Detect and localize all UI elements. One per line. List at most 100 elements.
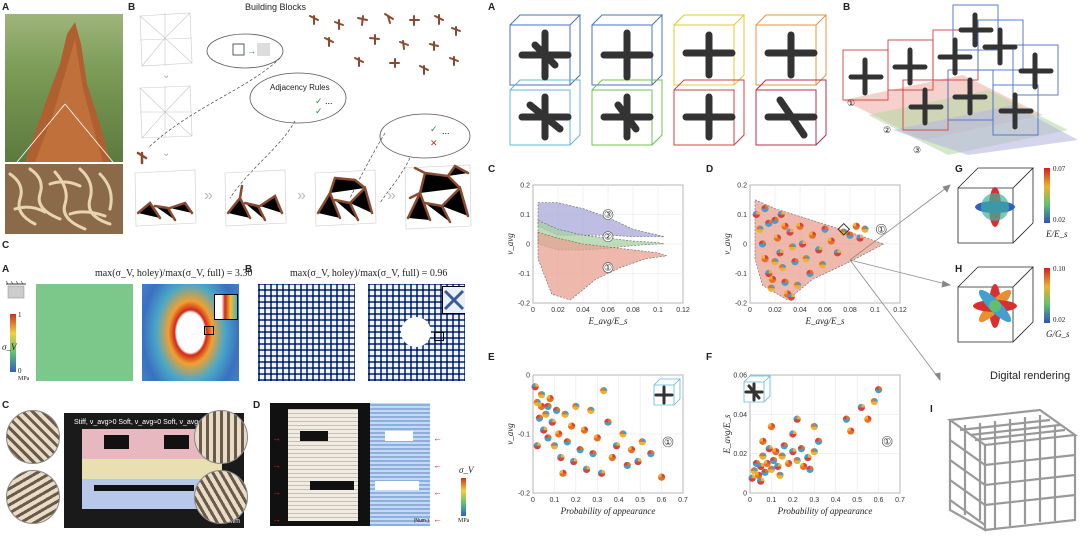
y-tick-label: -0.2 bbox=[518, 491, 530, 498]
point-wedge bbox=[557, 454, 561, 458]
point-wedge bbox=[780, 442, 785, 446]
data-point bbox=[535, 414, 544, 422]
data-point bbox=[759, 437, 767, 445]
point-wedge bbox=[623, 430, 627, 434]
y-tick-label: -0.1 bbox=[735, 271, 747, 278]
data-point bbox=[771, 258, 779, 266]
data-point bbox=[781, 222, 789, 230]
point-wedge bbox=[762, 240, 767, 244]
point-wedge bbox=[807, 454, 812, 458]
point-wedge bbox=[825, 225, 829, 230]
stiffness-surface-e bbox=[957, 167, 1034, 244]
data-point bbox=[548, 418, 556, 426]
point-wedge bbox=[580, 446, 584, 450]
x-tick-label: 0.02 bbox=[768, 307, 782, 314]
point-wedge bbox=[781, 222, 785, 227]
point-wedge bbox=[550, 395, 554, 399]
point-wedge bbox=[545, 410, 550, 415]
point-wedge bbox=[802, 255, 807, 259]
point-wedge bbox=[792, 430, 797, 434]
data-point bbox=[789, 430, 797, 438]
point-wedge bbox=[612, 454, 616, 458]
data-point bbox=[627, 446, 636, 454]
data-point bbox=[861, 225, 869, 233]
point-wedge bbox=[786, 228, 790, 233]
panel-label-r-d: D bbox=[706, 164, 714, 175]
slot-3 bbox=[94, 485, 194, 491]
cross-icon: ✕ bbox=[430, 138, 438, 148]
point-wedge bbox=[797, 281, 802, 286]
x-tick-label: 0.6 bbox=[657, 497, 667, 504]
rules-ellipse bbox=[379, 113, 471, 159]
point-wedge bbox=[810, 269, 814, 274]
colorbar-top: 1 bbox=[18, 311, 22, 319]
colorbar-g-label: E/E_s bbox=[1046, 229, 1068, 239]
data-point bbox=[657, 473, 666, 481]
layer-marker-1: ① bbox=[847, 98, 855, 108]
point-wedge bbox=[756, 459, 761, 464]
data-point bbox=[793, 281, 802, 289]
panel-label-r-b: B bbox=[843, 2, 851, 13]
x-tick-label: 0.06 bbox=[818, 307, 832, 314]
x-tick-label: 0.2 bbox=[571, 497, 581, 504]
point-wedge bbox=[767, 459, 771, 464]
point-wedge bbox=[856, 234, 860, 239]
point-wedge bbox=[810, 448, 815, 452]
point-wedge bbox=[771, 216, 775, 221]
point-wedge bbox=[608, 454, 613, 458]
colorbar-h-min: 0.02 bbox=[1053, 316, 1066, 324]
point-wedge bbox=[771, 258, 775, 262]
region-marker: ③ bbox=[604, 210, 612, 220]
point-wedge bbox=[542, 410, 546, 415]
specimen-legend: Stiff, ν_avg>0 Soft, ν_avg≈0 Soft, ν_avg… bbox=[74, 419, 207, 426]
point-wedge bbox=[785, 278, 789, 283]
panel-label-r-a: A bbox=[488, 2, 496, 13]
y-tick-label: 0.04 bbox=[733, 412, 747, 419]
point-wedge bbox=[850, 427, 855, 432]
sigma-label: σ_V bbox=[459, 465, 474, 475]
point-wedge bbox=[544, 434, 548, 438]
point-wedge bbox=[837, 249, 842, 253]
x-tick-label: 0.3 bbox=[809, 497, 819, 504]
data-point bbox=[856, 234, 864, 242]
mesh-grid-1 bbox=[139, 12, 193, 67]
data-point bbox=[576, 446, 584, 454]
point-wedge bbox=[778, 264, 783, 268]
point-wedge bbox=[627, 446, 632, 450]
data-point bbox=[638, 438, 646, 446]
point-wedge bbox=[864, 415, 868, 420]
data-point bbox=[833, 249, 842, 257]
zoom-circle-3 bbox=[194, 410, 248, 464]
x-tick-label: 0 bbox=[748, 497, 752, 504]
point-wedge bbox=[650, 450, 655, 454]
lattice-struts bbox=[848, 12, 1054, 130]
point-wedge bbox=[575, 402, 580, 407]
sim-label: (Num.) bbox=[413, 518, 429, 524]
point-wedge bbox=[818, 437, 823, 442]
sim-colorbar bbox=[461, 478, 466, 516]
data-point bbox=[761, 255, 769, 263]
point-wedge bbox=[546, 395, 551, 399]
lattice-frames bbox=[842, 4, 1059, 136]
x-tick-label: 0.7 bbox=[678, 497, 688, 504]
point-wedge bbox=[765, 219, 769, 224]
data-point bbox=[814, 437, 823, 445]
data-point bbox=[537, 402, 546, 411]
fixed-support-icon bbox=[5, 280, 26, 299]
data-point bbox=[604, 418, 612, 426]
point-wedge bbox=[756, 210, 760, 215]
point-wedge bbox=[797, 456, 801, 461]
point-wedge bbox=[782, 264, 787, 268]
point-wedge bbox=[593, 450, 597, 454]
data-point bbox=[791, 258, 799, 266]
point-wedge bbox=[535, 414, 540, 419]
x-tick-label: 0.3 bbox=[592, 497, 602, 504]
point-wedge bbox=[793, 415, 798, 420]
data-point bbox=[587, 406, 595, 414]
stiffness-surface-g bbox=[957, 266, 1034, 343]
x-tick-label: 0.6 bbox=[874, 497, 884, 504]
point-wedge bbox=[756, 225, 760, 230]
y-tick-label: 0 bbox=[743, 491, 747, 498]
point-wedge bbox=[865, 225, 869, 230]
point-wedge bbox=[771, 284, 775, 289]
